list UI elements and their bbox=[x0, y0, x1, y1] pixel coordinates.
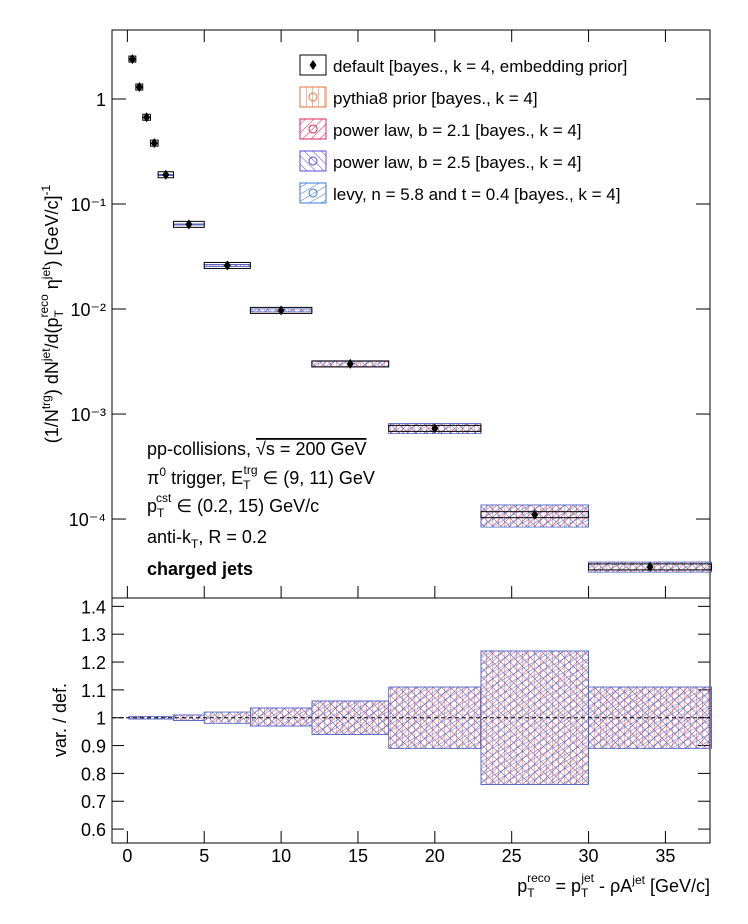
ratio-tick-label: 0.9 bbox=[81, 737, 106, 757]
x-tick-label: 30 bbox=[579, 846, 599, 866]
legend-marker bbox=[299, 182, 327, 204]
x-tick-label: 5 bbox=[199, 846, 209, 866]
data-point bbox=[143, 112, 151, 123]
data-point bbox=[346, 358, 354, 369]
legend-label: levy, n = 5.8 and t = 0.4 [bayes., k = 4… bbox=[333, 185, 620, 204]
ratio-axis-label: var. / def. bbox=[50, 683, 70, 757]
legend-label: power law, b = 2.5 [bayes., k = 4] bbox=[333, 153, 582, 172]
legend-label: power law, b = 2.1 [bayes., k = 4] bbox=[333, 121, 582, 140]
data-point bbox=[150, 138, 158, 149]
ratio-tick-label: 0.8 bbox=[81, 764, 106, 784]
annotations: pp-collisions, √s = 200 GeV π0 trigger, … bbox=[147, 439, 375, 579]
data-point bbox=[646, 561, 654, 572]
legend-marker bbox=[308, 124, 318, 134]
data-point bbox=[277, 305, 285, 316]
x-axis-label: pTreco = pTjet - ρAjet [GeV/c] bbox=[517, 871, 710, 900]
ratio-tick-label: 1.4 bbox=[81, 597, 106, 617]
data-point bbox=[162, 169, 170, 180]
data-point bbox=[431, 423, 439, 434]
ratio-band bbox=[588, 686, 712, 749]
legend-marker bbox=[309, 60, 317, 70]
y-axis-label: (1/Ntrg) dNjet/d(pTreco ηjet) [GeV/c]-1 bbox=[37, 184, 66, 443]
y-tick-label: 10⁻¹ bbox=[70, 195, 106, 215]
ratio-tick-label: 0.7 bbox=[81, 792, 106, 812]
annotation: π0 trigger, ETtrg ∈ (9, 11) GeV bbox=[147, 463, 375, 492]
ratio-tick-label: 1.3 bbox=[81, 625, 106, 645]
legend: default [bayes., k = 4, embedding prior]… bbox=[299, 54, 627, 204]
y-tick-label: 10⁻² bbox=[70, 300, 106, 320]
ratio-band bbox=[250, 707, 313, 727]
ratio-tick-label: 1.2 bbox=[81, 653, 106, 673]
y-tick-label: 10⁻³ bbox=[70, 405, 106, 425]
data-point bbox=[531, 509, 539, 520]
data-point bbox=[128, 54, 136, 65]
annotation: anti-kT, R = 0.2 bbox=[147, 527, 267, 551]
y-tick-label: 10⁻⁴ bbox=[69, 510, 106, 530]
x-tick-label: 15 bbox=[348, 846, 368, 866]
legend-label: default [bayes., k = 4, embedding prior] bbox=[333, 57, 627, 76]
x-tick-label: 10 bbox=[271, 846, 291, 866]
legend-marker bbox=[299, 54, 327, 76]
annotation: pTcst ∈ (0.2, 15) GeV/c bbox=[147, 491, 319, 520]
annotation: pp-collisions, √s = 200 GeV bbox=[147, 439, 367, 459]
x-tick-label: 20 bbox=[425, 846, 445, 866]
legend-label: pythia8 prior [bayes., k = 4] bbox=[333, 89, 538, 108]
legend-marker bbox=[308, 156, 318, 166]
ratio-tick-label: 1.1 bbox=[81, 681, 106, 701]
annotation: charged jets bbox=[147, 559, 253, 579]
y-tick-label: 1 bbox=[96, 90, 106, 110]
data-point bbox=[135, 82, 143, 93]
legend-marker bbox=[308, 92, 318, 102]
x-tick-label: 35 bbox=[655, 846, 675, 866]
data-point bbox=[223, 260, 231, 271]
legend-marker bbox=[299, 118, 327, 140]
data-point bbox=[185, 219, 193, 230]
ratio-tick-label: 1 bbox=[96, 709, 106, 729]
x-tick-label: 0 bbox=[122, 846, 132, 866]
legend-marker bbox=[299, 150, 327, 172]
x-tick-label: 25 bbox=[502, 846, 522, 866]
legend-marker bbox=[299, 86, 327, 108]
legend-marker bbox=[308, 188, 318, 198]
ratio-tick-label: 0.6 bbox=[81, 820, 106, 840]
